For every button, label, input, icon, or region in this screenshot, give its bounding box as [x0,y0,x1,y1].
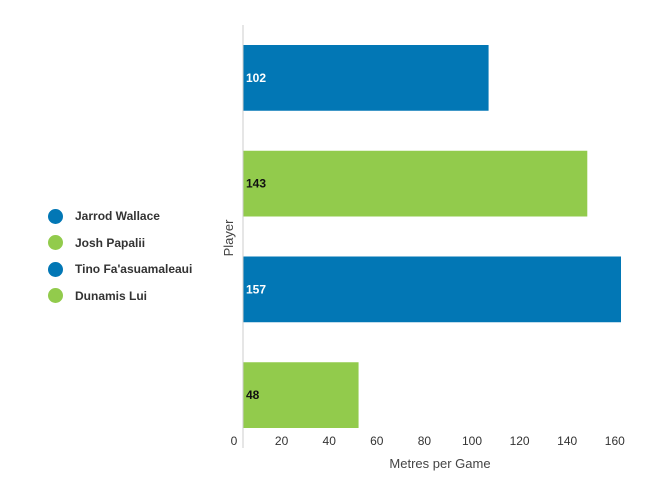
bar-2 [243,256,621,323]
legend-label: Jarrod Wallace [75,209,160,224]
bar-value-label-3: 48 [246,388,260,402]
bar-value-label-2: 157 [246,282,266,296]
legend-dot-icon [48,261,63,277]
value-labels-group: 102 143 157 48 [246,71,266,402]
x-tick-label-3: 60 [370,434,384,448]
x-tick-label-8: 160 [605,434,625,448]
x-tick-label-2: 40 [323,434,337,448]
legend-label: Dunamis Lui [75,288,148,303]
legend-dot-icon [48,235,63,251]
x-tick-label-4: 80 [418,434,432,448]
x-tick-label-7: 140 [557,434,577,448]
legend-label: Josh Papalii [75,235,146,250]
legend-dot-icon [48,208,63,224]
x-tick-label-6: 120 [510,434,530,448]
x-tick-label-5: 100 [462,434,482,448]
bars-group [243,45,621,428]
x-ticks-group: 0 20 40 60 80 100 120 140 160 [231,434,625,448]
y-axis-title: Player [221,219,236,257]
bar-value-label-0: 102 [246,71,266,85]
legend-item[interactable]: Josh Papalii [48,230,192,257]
legend-item[interactable]: Jarrod Wallace [48,203,192,230]
x-tick-label-0: 0 [231,434,238,448]
legend-dot-icon [48,288,63,304]
bar-1 [243,150,588,217]
x-axis-title: Metres per Game [389,456,490,471]
bar-value-label-1: 143 [246,177,266,191]
legend-item[interactable]: Dunamis Lui [48,283,192,310]
bar-3 [243,362,359,428]
bar-0 [243,45,489,111]
legend-item[interactable]: Tino Fa'asuamaleaui [48,256,192,283]
legend: Jarrod Wallace Josh Papalii Tino Fa'asuama… [48,203,192,309]
legend-label: Tino Fa'asuamaleaui [75,262,193,277]
x-tick-label-1: 20 [275,434,289,448]
